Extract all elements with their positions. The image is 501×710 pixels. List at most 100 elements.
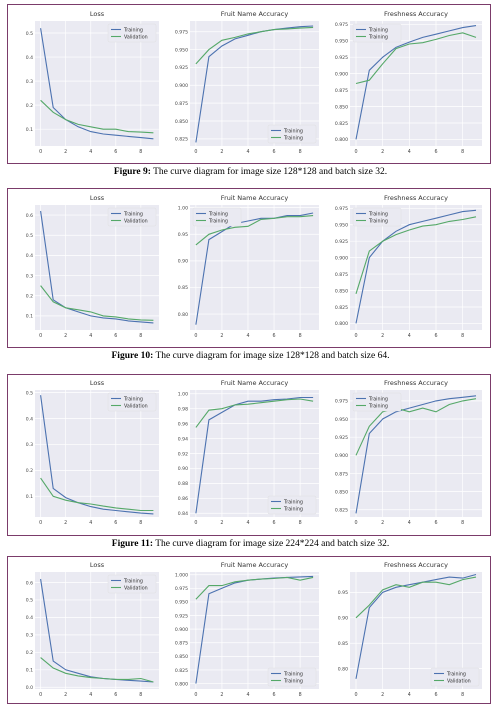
chart-title: Loss xyxy=(90,379,105,387)
chart-title: Fruit Name Accuracy xyxy=(221,10,289,18)
x-tick-label: 8 xyxy=(139,333,142,339)
x-tick-label: 8 xyxy=(139,520,142,526)
y-tick-label: 0.2 xyxy=(26,294,33,300)
y-tick-label: 0.2 xyxy=(26,650,33,656)
series-line-0 xyxy=(40,210,154,324)
series-line-1 xyxy=(355,576,477,619)
chart-panel: Freshness Accuracy 0.825 0.850 0.875 0.900 0.… xyxy=(335,379,482,526)
x-tick-label: 6 xyxy=(434,333,437,339)
x-tick-label: 8 xyxy=(299,149,302,155)
legend-label: Validation xyxy=(124,403,148,409)
x-tick-label: 2 xyxy=(64,149,67,155)
y-tick-label: 0.90 xyxy=(178,466,188,472)
y-tick-label: 0.1 xyxy=(26,668,33,674)
y-tick-label: 0.85 xyxy=(338,641,348,647)
x-tick-label: 4 xyxy=(408,692,411,698)
x-tick-label: 0 xyxy=(354,149,357,155)
y-tick-label: 0.86 xyxy=(178,496,188,502)
x-tick-label: 6 xyxy=(114,149,117,155)
legend-label: Training xyxy=(283,678,303,684)
y-tick-label: 0.975 xyxy=(335,22,348,28)
legend-label: Training xyxy=(368,403,388,409)
x-tick-label: 6 xyxy=(434,692,437,698)
x-tick-label: 2 xyxy=(220,149,223,155)
chart-title: Freshness Accuracy xyxy=(384,10,448,18)
y-tick-label: 0.800 xyxy=(335,321,348,327)
x-tick-label: 4 xyxy=(246,149,249,155)
legend-box xyxy=(267,667,317,687)
legend-box xyxy=(352,392,402,412)
y-tick-label: 0.850 xyxy=(335,288,348,294)
x-tick-label: 8 xyxy=(461,692,464,698)
legend-box xyxy=(107,207,157,227)
chart-panel: Loss 0.1 0.2 0.3 0.4 0.5 0.6 0 2 4 6 8 TrainingValid… xyxy=(26,194,159,339)
legend-label: Training xyxy=(123,211,143,217)
chart-title: Loss xyxy=(90,10,105,18)
y-tick-label: 0.3 xyxy=(26,273,33,279)
y-tick-label: 0.925 xyxy=(335,239,348,245)
x-tick-label: 2 xyxy=(220,333,223,339)
y-tick-label: 0.875 xyxy=(335,88,348,94)
x-tick-label: 4 xyxy=(246,520,249,526)
y-tick-label: 0.975 xyxy=(335,206,348,212)
chart-panel: Fruit Name Accuracy 0.825 0.850 0.875 0.900 0… xyxy=(175,10,319,155)
series-line-1 xyxy=(355,32,477,85)
y-tick-label: 0.875 xyxy=(175,101,188,107)
y-tick-label: 0.80 xyxy=(178,312,188,318)
series-line-1 xyxy=(195,26,314,65)
x-tick-label: 6 xyxy=(273,333,276,339)
y-tick-label: 1.00 xyxy=(178,392,188,398)
x-tick-label: 0 xyxy=(194,692,197,698)
x-tick-label: 6 xyxy=(434,520,437,526)
x-tick-label: 4 xyxy=(246,333,249,339)
y-tick-label: 0.88 xyxy=(178,481,188,487)
chart-title: Loss xyxy=(90,561,105,569)
y-tick-label: 0.900 xyxy=(335,71,348,77)
y-tick-label: 0.5 xyxy=(26,233,33,239)
x-tick-label: 8 xyxy=(461,333,464,339)
series-line-0 xyxy=(355,209,477,324)
y-tick-label: 0.5 xyxy=(26,390,33,396)
x-tick-label: 8 xyxy=(139,692,142,698)
x-tick-label: 4 xyxy=(408,333,411,339)
series-line-1 xyxy=(40,285,154,321)
figure-11-caption: Figure 11: The curve diagram for image s… xyxy=(111,539,390,549)
x-tick-label: 6 xyxy=(114,520,117,526)
legend-box xyxy=(267,495,317,515)
x-tick-label: 2 xyxy=(220,520,223,526)
x-tick-label: 8 xyxy=(461,520,464,526)
y-tick-label: 0.2 xyxy=(26,103,33,109)
x-tick-label: 6 xyxy=(114,692,117,698)
legend-box xyxy=(107,574,157,594)
legend-label: Training xyxy=(446,671,466,677)
x-tick-label: 4 xyxy=(89,333,92,339)
chart-title: Loss xyxy=(90,194,105,202)
series-line-1 xyxy=(195,576,314,600)
y-tick-label: 0.3 xyxy=(26,633,33,639)
y-tick-label: 0.95 xyxy=(178,232,188,238)
y-tick-label: 0.950 xyxy=(175,47,188,53)
chart-panel: Loss 0.1 0.2 0.3 0.4 0.5 0 2 4 6 8 TrainingValidati… xyxy=(26,10,159,155)
x-tick-label: 2 xyxy=(64,692,67,698)
series-line-1 xyxy=(355,216,477,294)
legend-box xyxy=(192,207,242,227)
y-tick-label: 0.925 xyxy=(175,65,188,71)
y-tick-label: 0.950 xyxy=(335,39,348,45)
y-tick-label: 0.2 xyxy=(26,468,33,474)
series-line-0 xyxy=(355,395,477,514)
y-tick-label: 0.975 xyxy=(335,399,348,405)
x-tick-label: 8 xyxy=(139,149,142,155)
legend-box xyxy=(352,207,402,227)
x-tick-label: 8 xyxy=(461,149,464,155)
x-tick-label: 2 xyxy=(381,692,384,698)
y-tick-label: 0.875 xyxy=(335,471,348,477)
series-line-1 xyxy=(40,657,154,683)
y-tick-label: 0.4 xyxy=(26,55,33,61)
y-tick-label: 0.94 xyxy=(178,436,188,442)
x-tick-label: 4 xyxy=(89,520,92,526)
y-tick-label: 0.900 xyxy=(335,453,348,459)
legend-label: Training xyxy=(123,27,143,33)
chart-title: Freshness Accuracy xyxy=(384,561,448,569)
legend-label: Validation xyxy=(124,34,148,40)
y-tick-label: 0.85 xyxy=(178,285,188,291)
